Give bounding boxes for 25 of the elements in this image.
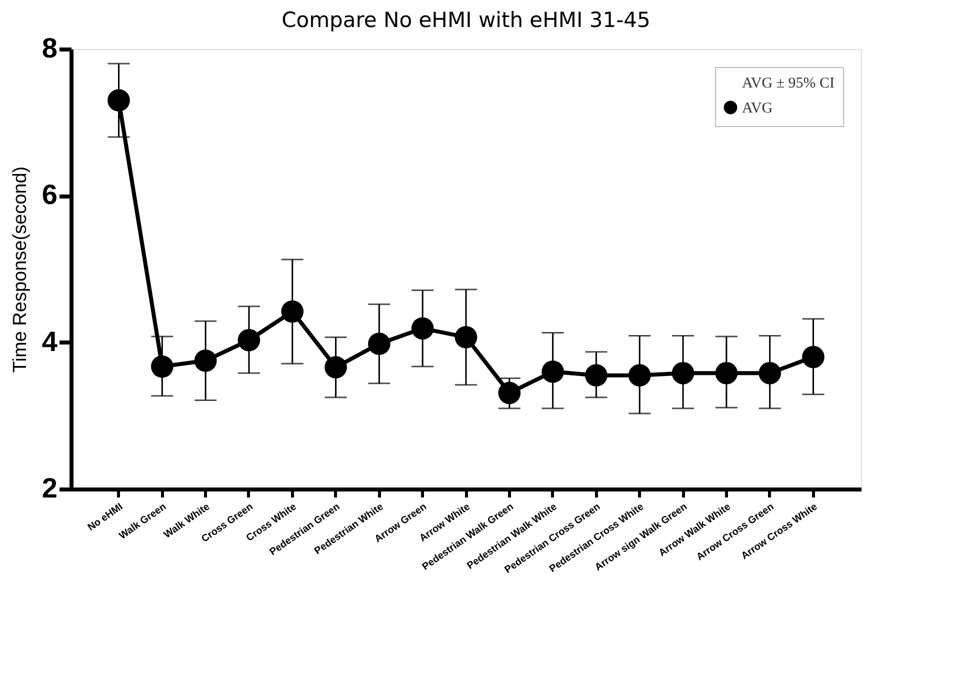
point: [715, 362, 738, 384]
point: [238, 328, 260, 352]
point: [802, 346, 824, 368]
point: [108, 89, 130, 112]
y-axis-title: Time Response(second): [10, 166, 31, 373]
point: [368, 332, 390, 355]
chart-title: Compare No eHMI with eHMI 31-45: [282, 8, 650, 32]
point: [628, 364, 651, 386]
y-tick-label: 2: [42, 472, 58, 504]
legend-label: AVG: [742, 100, 773, 116]
annotation: AVG ± 95% CI: [742, 76, 835, 92]
point: [194, 350, 217, 372]
point: [672, 362, 694, 384]
point: [585, 364, 608, 386]
point: [498, 382, 521, 404]
point: [411, 317, 434, 340]
point: [454, 326, 478, 348]
y-tick-label: 6: [42, 179, 58, 210]
y-tick-label: 4: [42, 326, 58, 357]
y-tick-label: 8: [42, 32, 58, 64]
point: [324, 356, 347, 378]
point: [150, 355, 174, 378]
point: [281, 300, 304, 323]
point: [542, 360, 564, 383]
point: [758, 362, 782, 384]
